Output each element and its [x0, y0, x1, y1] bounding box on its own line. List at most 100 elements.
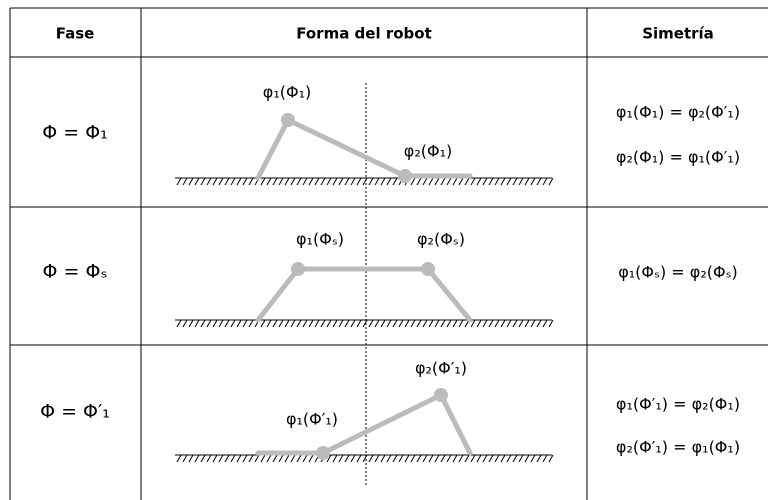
- ground-hatch: [464, 454, 470, 463]
- ground-hatch: [446, 454, 452, 463]
- ground-hatch: [524, 319, 530, 328]
- ground-hatch: [272, 177, 278, 186]
- ground-hatch: [176, 177, 182, 186]
- ground-hatch: [176, 319, 182, 328]
- ground-hatch: [392, 454, 398, 463]
- ground-hatch: [422, 454, 428, 463]
- ground-hatch: [290, 454, 296, 463]
- ground-hatch: [272, 454, 278, 463]
- joint: [398, 169, 412, 183]
- ground-hatch: [230, 319, 236, 328]
- ground-hatch: [326, 177, 332, 186]
- joint: [421, 262, 435, 276]
- ground-hatch: [326, 454, 332, 463]
- ground-hatch: [344, 177, 350, 186]
- ground-hatch: [194, 454, 200, 463]
- ground-hatch: [332, 177, 338, 186]
- robot-legs: [255, 266, 473, 323]
- ground-hatch: [458, 319, 464, 328]
- ground-hatch: [488, 177, 494, 186]
- ground-hatch: [386, 454, 392, 463]
- ground-hatch: [266, 454, 272, 463]
- ground-hatch: [386, 319, 392, 328]
- ground-hatch: [236, 454, 242, 463]
- joint-label: φ₂(Φ′₁): [415, 359, 467, 378]
- ground-hatch: [512, 177, 518, 186]
- ground-hatch: [398, 319, 404, 328]
- ground-hatch: [218, 454, 224, 463]
- ground-hatch: [224, 454, 230, 463]
- header-cell: Fase: [56, 25, 95, 43]
- ground-hatch: [278, 454, 284, 463]
- ground-hatch: [422, 319, 428, 328]
- ground-hatch: [500, 454, 506, 463]
- ground-hatch: [524, 177, 530, 186]
- ground-hatch: [548, 319, 554, 328]
- ground-hatch: [212, 177, 218, 186]
- ground-hatch: [422, 177, 428, 186]
- ground-hatch: [296, 177, 302, 186]
- ground-hatch: [470, 177, 476, 186]
- ground-hatch: [530, 454, 536, 463]
- ground-hatch: [542, 454, 548, 463]
- ground-hatch: [488, 319, 494, 328]
- ground-hatch: [452, 454, 458, 463]
- ground-hatch: [506, 454, 512, 463]
- ground-hatch: [200, 454, 206, 463]
- ground-hatch: [320, 319, 326, 328]
- ground-hatch: [278, 177, 284, 186]
- ground-hatch: [500, 177, 506, 186]
- ground-hatch: [536, 177, 542, 186]
- joint: [316, 446, 330, 460]
- ground-hatch: [488, 454, 494, 463]
- fase-label: Φ = Φₛ: [43, 261, 108, 283]
- ground-hatch: [416, 177, 422, 186]
- ground-hatch: [398, 454, 404, 463]
- ground-hatch: [350, 177, 356, 186]
- ground-hatch: [314, 319, 320, 328]
- ground-hatch: [542, 319, 548, 328]
- ground-hatch: [410, 177, 416, 186]
- header-cell: Forma del robot: [296, 25, 432, 43]
- ground-hatch: [350, 319, 356, 328]
- ground-hatch: [368, 177, 374, 186]
- robot-diagram: [175, 388, 554, 463]
- ground-hatch: [224, 319, 230, 328]
- ground-hatch: [368, 454, 374, 463]
- ground-hatch: [416, 454, 422, 463]
- ground-hatch: [434, 319, 440, 328]
- ground-hatch: [260, 454, 266, 463]
- ground-hatch: [392, 319, 398, 328]
- ground-hatch: [326, 319, 332, 328]
- ground-hatch: [476, 319, 482, 328]
- ground-hatch: [518, 177, 524, 186]
- ground-hatch: [362, 454, 368, 463]
- ground-hatch: [470, 319, 476, 328]
- ground-hatch: [530, 177, 536, 186]
- ground-hatch: [476, 177, 482, 186]
- ground-hatch: [260, 177, 266, 186]
- ground-hatch: [338, 454, 344, 463]
- ground-hatch: [380, 319, 386, 328]
- ground-hatch: [362, 177, 368, 186]
- ground-hatch: [368, 319, 374, 328]
- joint-label: φ₁(Φₛ): [296, 230, 344, 249]
- ground-hatch: [260, 319, 266, 328]
- ground-hatch: [392, 177, 398, 186]
- ground-hatch: [410, 319, 416, 328]
- ground-hatch: [248, 177, 254, 186]
- ground-hatch: [218, 177, 224, 186]
- robot-diagram: [175, 113, 554, 186]
- ground-hatch: [464, 177, 470, 186]
- ground-hatch: [548, 177, 554, 186]
- ground-hatch: [302, 319, 308, 328]
- ground-hatch: [446, 319, 452, 328]
- ground-hatch: [542, 177, 548, 186]
- ground-hatch: [188, 177, 194, 186]
- ground-hatch: [482, 454, 488, 463]
- ground-hatch: [512, 454, 518, 463]
- symmetry-eq: φ₂(Φ₁) = φ₁(Φ′₁): [616, 148, 740, 167]
- ground-hatch: [380, 177, 386, 186]
- ground-hatch: [284, 177, 290, 186]
